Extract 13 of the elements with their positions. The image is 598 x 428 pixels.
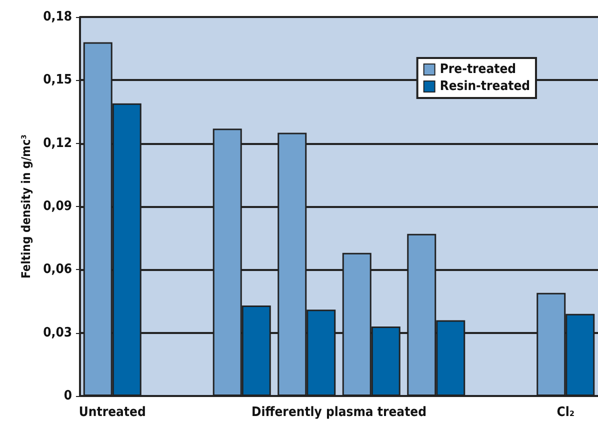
y-tick-label: 0,15 — [43, 72, 72, 88]
text: Differently plasma treated — [252, 405, 426, 420]
legend-label: Resin-treated — [440, 79, 530, 94]
x-tick-label: Untreated — [78, 405, 146, 420]
y-tick-label: 0,18 — [43, 10, 72, 24]
x-tick-label: Cl₂ — [556, 405, 574, 420]
y-tick-label: 0,03 — [43, 325, 72, 340]
legend-label: Pre-treated — [440, 62, 516, 77]
y-tick-label: 0,06 — [43, 262, 72, 278]
y-axis-title: Felting density in g/mc³ — [19, 134, 34, 278]
y-tick-label: 0 — [64, 388, 72, 404]
y-tick-label: 0,12 — [43, 136, 72, 151]
y-tick-label: 0,09 — [43, 199, 72, 214]
